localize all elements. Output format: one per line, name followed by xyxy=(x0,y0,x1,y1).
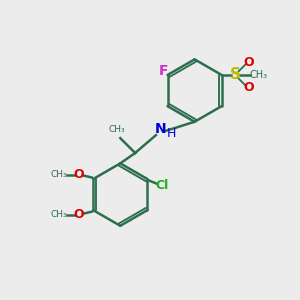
Text: CH₃: CH₃ xyxy=(109,125,126,134)
Text: CH₃: CH₃ xyxy=(51,170,68,179)
Text: O: O xyxy=(243,56,254,69)
Text: CH₃: CH₃ xyxy=(249,70,267,80)
Text: O: O xyxy=(243,81,254,94)
Text: O: O xyxy=(74,208,84,221)
Text: CH₃: CH₃ xyxy=(51,210,68,219)
Text: S: S xyxy=(230,68,241,82)
Text: H: H xyxy=(167,127,176,140)
Text: Cl: Cl xyxy=(155,179,169,192)
Text: O: O xyxy=(74,168,84,181)
Text: F: F xyxy=(158,64,168,78)
Text: N: N xyxy=(154,122,166,136)
